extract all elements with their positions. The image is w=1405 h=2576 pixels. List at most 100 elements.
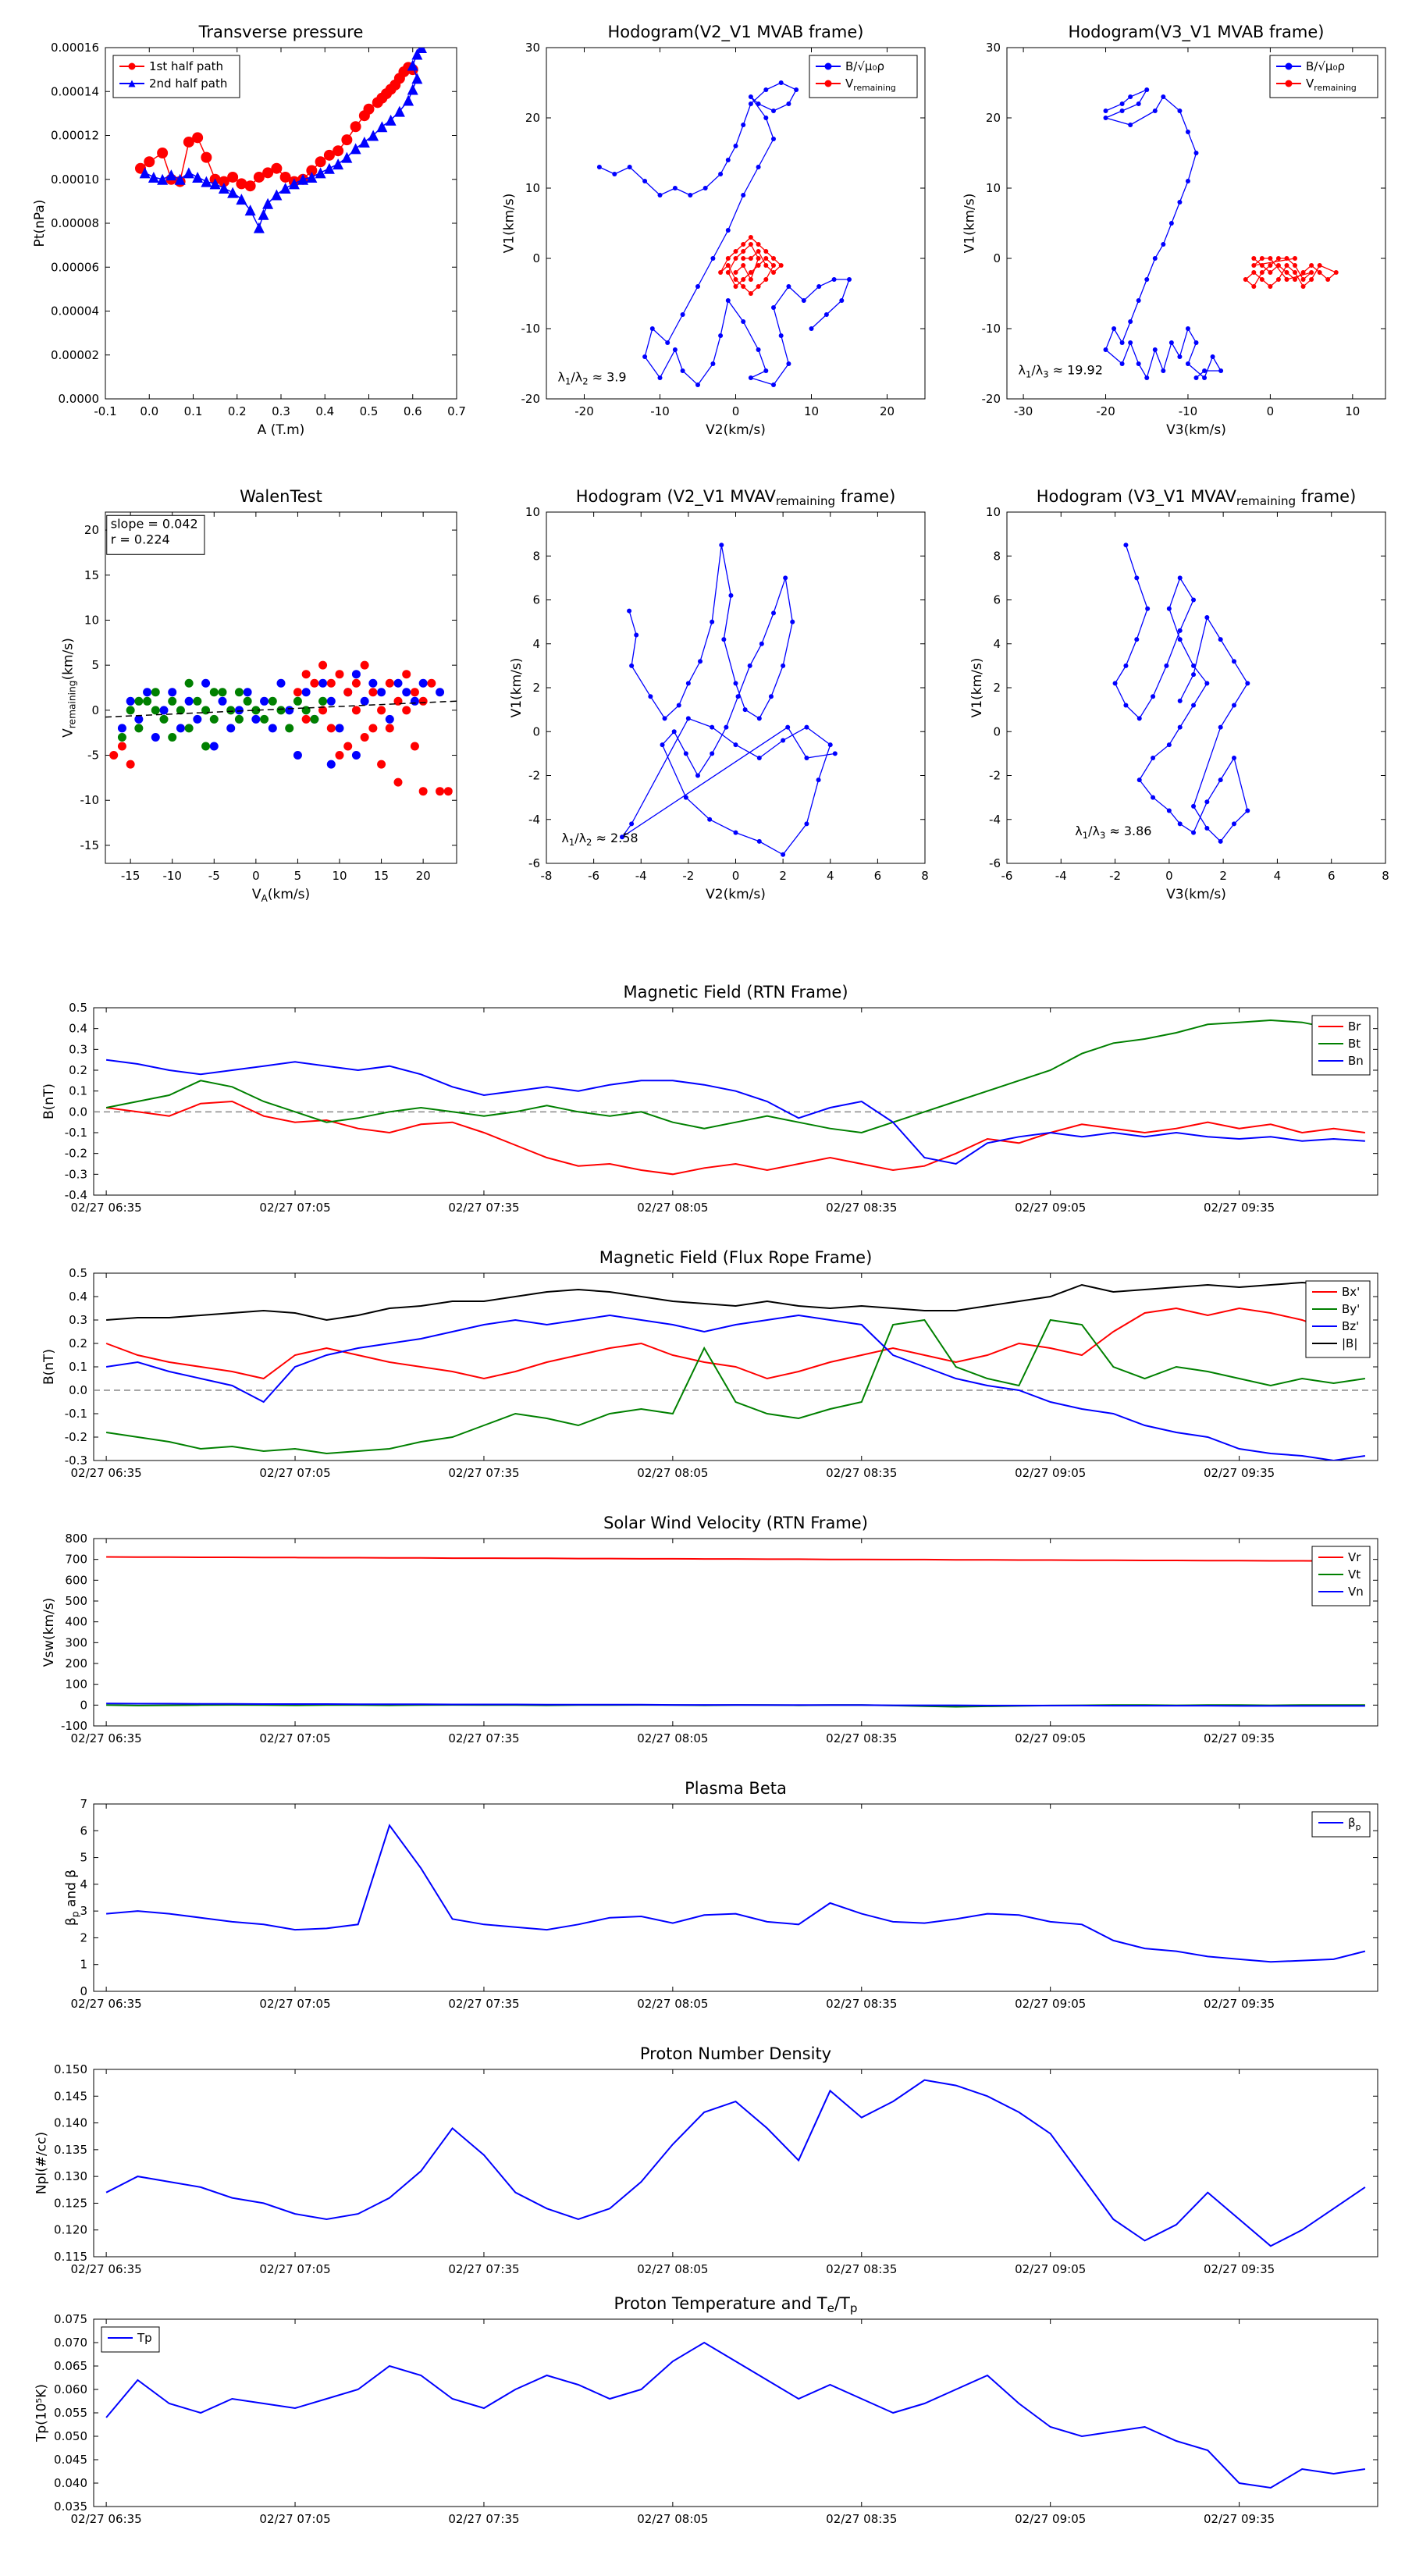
svg-text:02/27 06:35: 02/27 06:35 bbox=[71, 1997, 142, 2011]
svg-text:10: 10 bbox=[525, 181, 540, 195]
svg-text:02/27 08:35: 02/27 08:35 bbox=[826, 1201, 897, 1215]
svg-text:2: 2 bbox=[532, 681, 540, 695]
svg-text:100: 100 bbox=[65, 1678, 87, 1692]
svg-text:-0.4: -0.4 bbox=[65, 1188, 87, 1202]
svg-text:0: 0 bbox=[532, 724, 540, 738]
svg-text:0.00002: 0.00002 bbox=[51, 348, 99, 362]
svg-text:20: 20 bbox=[880, 404, 895, 418]
svg-text:Vn: Vn bbox=[1348, 1585, 1364, 1599]
svg-text:-30: -30 bbox=[1014, 404, 1033, 418]
svg-text:0.3: 0.3 bbox=[69, 1313, 87, 1327]
svg-text:4: 4 bbox=[993, 637, 1001, 651]
svg-text:0.145: 0.145 bbox=[54, 2089, 87, 2103]
svg-text:0.4: 0.4 bbox=[69, 1290, 87, 1304]
svg-text:6: 6 bbox=[874, 869, 882, 883]
svg-text:Br: Br bbox=[1348, 1019, 1361, 1034]
svg-text:0.035: 0.035 bbox=[54, 2500, 87, 2514]
svg-text:02/27 07:05: 02/27 07:05 bbox=[259, 1201, 330, 1215]
svg-text:Pt(nPa): Pt(nPa) bbox=[32, 200, 48, 247]
svg-text:600: 600 bbox=[65, 1573, 87, 1587]
svg-text:0.120: 0.120 bbox=[54, 2223, 87, 2237]
svg-text:-20: -20 bbox=[982, 392, 1001, 406]
svg-text:02/27 08:35: 02/27 08:35 bbox=[826, 1997, 897, 2011]
svg-text:02/27 06:35: 02/27 06:35 bbox=[71, 1731, 142, 1745]
svg-text:0.115: 0.115 bbox=[54, 2250, 87, 2264]
svg-text:02/27 06:35: 02/27 06:35 bbox=[71, 2512, 142, 2526]
svg-text:Vr: Vr bbox=[1348, 1550, 1361, 1564]
svg-text:02/27 07:35: 02/27 07:35 bbox=[448, 1466, 519, 1480]
svg-text:02/27 07:35: 02/27 07:35 bbox=[448, 1201, 519, 1215]
svg-text:15: 15 bbox=[84, 568, 99, 582]
svg-text:-2: -2 bbox=[682, 869, 694, 883]
svg-text:20: 20 bbox=[986, 111, 1001, 125]
svg-text:λ1/λ2 ≈ 2.58: λ1/λ2 ≈ 2.58 bbox=[561, 831, 638, 848]
svg-text:02/27 06:35: 02/27 06:35 bbox=[71, 1201, 142, 1215]
svg-text:200: 200 bbox=[65, 1656, 87, 1670]
proton-temperature-chart: Proton Temperature and Te/Tp 02/27 06:35 0… bbox=[31, 2291, 1389, 2533]
svg-text:02/27 09:05: 02/27 09:05 bbox=[1015, 1731, 1086, 1745]
svg-text:V3(km/s): V3(km/s) bbox=[1166, 422, 1226, 438]
svg-text:λ1/λ3 ≈ 3.86: λ1/λ3 ≈ 3.86 bbox=[1075, 824, 1151, 841]
svg-text:5: 5 bbox=[294, 869, 302, 883]
svg-text:0: 0 bbox=[993, 724, 1001, 738]
svg-text:02/27 07:35: 02/27 07:35 bbox=[448, 1731, 519, 1745]
svg-text:B/√μ₀ρ: B/√μ₀ρ bbox=[845, 59, 884, 73]
hodogram-v3v1-mvab-chart: Hodogram(V3_V1 MVAB frame) -30 -20 -10 0 10 -2… bbox=[960, 20, 1397, 441]
svg-text:0.00006: 0.00006 bbox=[51, 260, 99, 274]
svg-text:0: 0 bbox=[252, 869, 260, 883]
svg-text:02/27 07:05: 02/27 07:05 bbox=[259, 1466, 330, 1480]
svg-text:-0.1: -0.1 bbox=[94, 404, 116, 418]
svg-text:7: 7 bbox=[80, 1797, 87, 1811]
svg-text:0: 0 bbox=[80, 1698, 87, 1712]
svg-text:Plasma Beta: Plasma Beta bbox=[685, 1779, 787, 1798]
svg-text:02/27 09:35: 02/27 09:35 bbox=[1204, 1997, 1275, 2011]
svg-text:1: 1 bbox=[80, 1958, 87, 1972]
svg-text:30: 30 bbox=[986, 41, 1001, 55]
hodogram-v2v1-mvav-chart: Hodogram (V2_V1 MVAVremaining frame) -8 -6… bbox=[500, 484, 937, 906]
svg-text:Vremaining: Vremaining bbox=[845, 76, 896, 93]
svg-text:VA(km/s): VA(km/s) bbox=[252, 887, 310, 904]
svg-text:B(nT): B(nT) bbox=[41, 1083, 57, 1119]
svg-text:0.00014: 0.00014 bbox=[51, 84, 99, 98]
svg-text:15: 15 bbox=[374, 869, 389, 883]
svg-text:Vremaining: Vremaining bbox=[1306, 76, 1357, 93]
svg-text:-10: -10 bbox=[650, 404, 670, 418]
svg-text:2: 2 bbox=[1219, 869, 1227, 883]
svg-text:-8: -8 bbox=[541, 869, 553, 883]
svg-text:-4: -4 bbox=[528, 813, 540, 827]
svg-text:-0.2: -0.2 bbox=[65, 1147, 87, 1161]
svg-text:-0.3: -0.3 bbox=[65, 1453, 87, 1468]
svg-text:02/27 07:05: 02/27 07:05 bbox=[259, 1731, 330, 1745]
svg-text:800: 800 bbox=[65, 1532, 87, 1546]
svg-text:-100: -100 bbox=[61, 1719, 87, 1733]
hodogram-v2v1-mvab-chart: Hodogram(V2_V1 MVAB frame) -20 -10 0 10 20 -20… bbox=[500, 20, 937, 441]
svg-text:8: 8 bbox=[532, 549, 540, 563]
svg-text:βp: βp bbox=[1348, 1816, 1361, 1832]
svg-text:V2(km/s): V2(km/s) bbox=[706, 422, 766, 438]
svg-text:500: 500 bbox=[65, 1594, 87, 1608]
svg-text:-5: -5 bbox=[208, 869, 220, 883]
svg-text:Vsw(km/s): Vsw(km/s) bbox=[41, 1598, 57, 1667]
svg-text:02/27 09:05: 02/27 09:05 bbox=[1015, 2262, 1086, 2276]
svg-text:0: 0 bbox=[1165, 869, 1173, 883]
svg-text:02/27 09:05: 02/27 09:05 bbox=[1015, 2512, 1086, 2526]
svg-text:0.3: 0.3 bbox=[69, 1042, 87, 1056]
svg-text:0.6: 0.6 bbox=[404, 404, 422, 418]
svg-text:02/27 08:05: 02/27 08:05 bbox=[637, 2262, 708, 2276]
svg-text:6: 6 bbox=[80, 1823, 87, 1838]
svg-text:-10: -10 bbox=[1179, 404, 1198, 418]
svg-text:0.5: 0.5 bbox=[69, 1266, 87, 1280]
svg-text:-0.3: -0.3 bbox=[65, 1167, 87, 1181]
svg-text:-6: -6 bbox=[528, 856, 540, 870]
svg-text:0.050: 0.050 bbox=[54, 2429, 87, 2443]
svg-text:0.040: 0.040 bbox=[54, 2476, 87, 2490]
svg-text:02/27 07:35: 02/27 07:35 bbox=[448, 1997, 519, 2011]
svg-text:V1(km/s): V1(km/s) bbox=[502, 194, 518, 254]
svg-text:-10: -10 bbox=[982, 322, 1001, 336]
svg-text:02/27 08:05: 02/27 08:05 bbox=[637, 1466, 708, 1480]
svg-text:02/27 09:35: 02/27 09:35 bbox=[1204, 1466, 1275, 1480]
svg-text:6: 6 bbox=[993, 593, 1001, 607]
svg-text:4: 4 bbox=[80, 1877, 87, 1891]
svg-text:V1(km/s): V1(km/s) bbox=[969, 658, 985, 718]
svg-text:0.2: 0.2 bbox=[69, 1336, 87, 1350]
